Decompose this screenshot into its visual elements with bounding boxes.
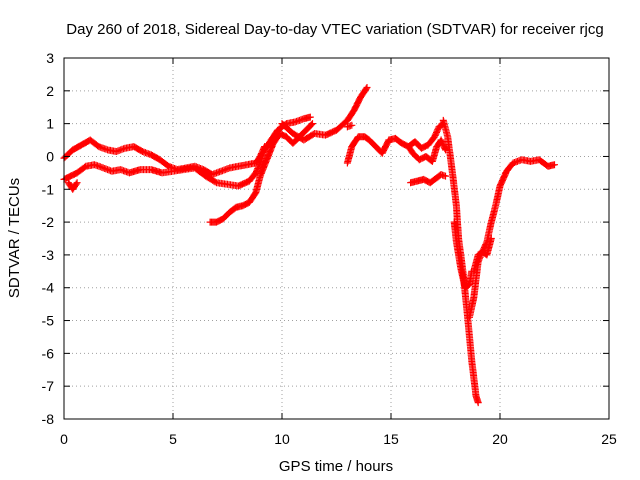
y-axis-label: SDTVAR / TECUs xyxy=(6,178,23,298)
y-tick-label: -4 xyxy=(42,280,55,296)
y-tick-label: -3 xyxy=(42,247,55,263)
y-tick-label: -2 xyxy=(42,214,55,230)
chart-title: Day 260 of 2018, Sidereal Day-to-day VTE… xyxy=(66,21,603,38)
x-axis: 0 5 10 15 20 25 xyxy=(60,58,617,447)
y-tick-label: -8 xyxy=(42,411,55,427)
y-tick-label: -1 xyxy=(42,181,55,197)
x-tick-label: 25 xyxy=(601,431,617,447)
y-tick-label: 0 xyxy=(46,148,54,164)
x-tick-label: 15 xyxy=(383,431,399,447)
data-points xyxy=(60,84,558,407)
y-tick-label: -7 xyxy=(42,378,55,394)
y-tick-label: 2 xyxy=(46,83,54,99)
data-series-8 xyxy=(404,136,449,165)
data-series-13 xyxy=(470,235,495,275)
y-tick-label: 3 xyxy=(46,50,54,66)
y-tick-label: -6 xyxy=(42,345,55,361)
x-tick-label: 20 xyxy=(492,431,508,447)
data-series-12 xyxy=(466,156,558,321)
data-series-5 xyxy=(278,84,371,144)
x-tick-label: 5 xyxy=(169,431,177,447)
y-tick-label: -5 xyxy=(42,313,55,329)
x-axis-label: GPS time / hours xyxy=(279,458,393,475)
x-tick-label: 10 xyxy=(274,431,290,447)
data-series-7 xyxy=(343,120,447,167)
grid-lines xyxy=(64,58,609,419)
data-series-11 xyxy=(450,218,476,292)
data-series-3 xyxy=(64,179,81,193)
data-series-9 xyxy=(407,171,449,187)
x-tick-label: 0 xyxy=(60,431,68,447)
y-tick-label: 1 xyxy=(46,116,54,132)
plot-frame xyxy=(63,57,610,420)
data-series-6 xyxy=(343,121,356,131)
y-axis: -8 -7 -6 -5 -4 -3 -2 -1 0 1 2 3 xyxy=(42,50,609,427)
data-series-2 xyxy=(60,113,314,190)
